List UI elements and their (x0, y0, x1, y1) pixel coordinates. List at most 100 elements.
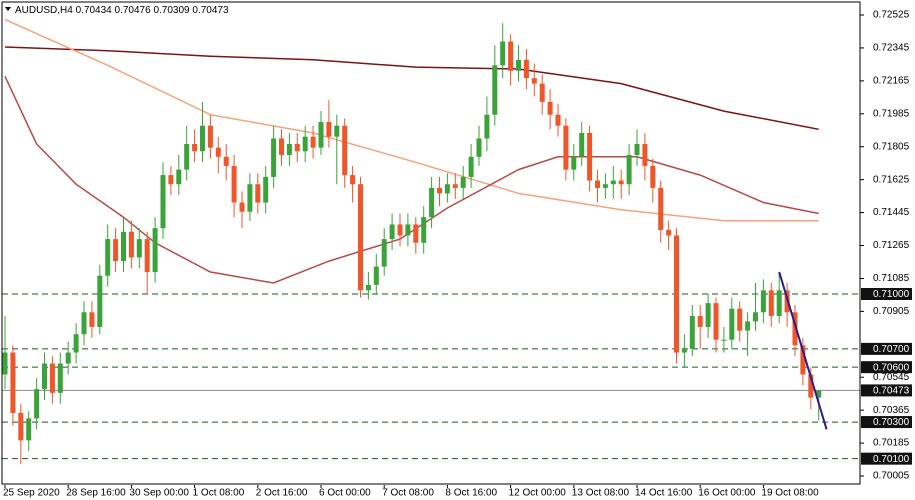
x-tick-label: 8 Oct 16:00 (445, 488, 497, 499)
candle-body (231, 165, 237, 203)
candle-body (618, 180, 624, 185)
candle-body (168, 175, 174, 185)
candle-body (310, 136, 316, 148)
candle-body (642, 143, 648, 166)
candle-body (286, 143, 292, 155)
candle-body (602, 184, 608, 188)
candle-body (444, 184, 450, 194)
candle-body (539, 83, 545, 102)
candle-body (279, 138, 284, 155)
candle-body (484, 114, 490, 139)
candle-body (460, 176, 466, 188)
x-tick-label: 30 Sep 00:00 (129, 488, 189, 499)
candle-body (721, 339, 727, 341)
candle-body (144, 239, 150, 273)
candle-body (610, 180, 616, 185)
candle-body (263, 176, 269, 203)
level-label: 0.70600 (873, 362, 910, 373)
candle-body (113, 239, 119, 262)
y-tick-label: 0.71445 (873, 207, 910, 218)
x-tick-label: 16 Oct 00:00 (698, 488, 756, 499)
candle-body (737, 308, 743, 331)
candle-body (563, 125, 569, 170)
candle-body (294, 143, 300, 152)
candle-body (729, 308, 735, 340)
candle-body (468, 156, 474, 177)
y-tick-label: 0.70185 (873, 438, 910, 449)
moving-average (4, 75, 819, 284)
y-tick-label: 0.72345 (873, 43, 910, 54)
candle-body (413, 224, 419, 243)
candle-body (176, 169, 182, 185)
y-tick-label: 0.70365 (873, 405, 910, 416)
close-value: 0.70473 (192, 5, 229, 16)
candle-body (128, 231, 134, 258)
x-tick-label: 13 Oct 08:00 (572, 488, 630, 499)
candle-body (200, 125, 205, 152)
low-value: 0.70309 (153, 5, 190, 16)
candle-body (500, 41, 506, 66)
candle-body (816, 390, 822, 398)
candle-body (302, 136, 308, 152)
candle-body (247, 184, 253, 212)
plot-area (2, 18, 860, 465)
candle-body (476, 138, 482, 157)
candle-body (184, 143, 190, 170)
menu-arrow[interactable] (5, 7, 11, 11)
candle-body (547, 101, 553, 115)
candle-body (73, 334, 79, 353)
candle-body (160, 175, 166, 229)
candle-body (18, 412, 24, 441)
plot-border (1, 1, 861, 485)
level-label: 0.71000 (873, 289, 910, 300)
x-tick-label: 28 Sep 16:00 (66, 488, 126, 499)
candle-body (650, 165, 656, 188)
y-tick-label: 0.71265 (873, 240, 910, 251)
candle-body (255, 184, 261, 203)
candle-body (42, 363, 47, 390)
y-tick-label: 0.72525 (873, 10, 910, 21)
x-tick-label: 7 Oct 08:00 (382, 488, 434, 499)
candle-body (381, 239, 387, 267)
candle-body (397, 224, 403, 236)
candle-body (342, 125, 348, 176)
open-value: 0.70434 (76, 5, 113, 16)
candle-body (595, 180, 600, 188)
candle-body (705, 303, 711, 327)
high-value: 0.70476 (115, 5, 152, 16)
candle-body (753, 312, 758, 322)
candle-body (760, 290, 766, 313)
candle-body (334, 125, 340, 137)
candle-body (452, 184, 458, 188)
candle-body (405, 224, 411, 236)
x-tick-label: 2 Oct 16:00 (256, 488, 308, 499)
candle-body (121, 231, 126, 262)
candle-body (389, 224, 395, 240)
candle-body (192, 143, 198, 152)
level-label: 0.70700 (873, 344, 910, 355)
candle-body (97, 275, 103, 327)
y-tick-label: 0.71805 (873, 141, 910, 152)
level-label-box (861, 452, 912, 465)
candle-body (523, 59, 529, 79)
candle-body (587, 133, 593, 181)
candle-body (26, 418, 32, 441)
candle-body (516, 59, 521, 71)
x-tick-label: 19 Oct 08:00 (761, 488, 819, 499)
trendline (778, 271, 828, 430)
current-price-label: 0.70473 (873, 386, 910, 397)
candle-body (239, 202, 245, 212)
x-tick-label: 6 Oct 00:00 (319, 488, 371, 499)
candle-body (207, 125, 213, 148)
candle-body (223, 156, 229, 166)
y-tick-label: 0.72165 (873, 76, 910, 87)
candle-body (10, 352, 16, 413)
candle-body (215, 147, 221, 157)
x-tick-label: 25 Sep 2020 (3, 488, 60, 499)
candle-body (634, 143, 640, 155)
candle-body (373, 266, 379, 285)
moving-average (4, 18, 819, 222)
candle-body (555, 114, 561, 126)
candle-body (81, 312, 87, 335)
candle-body (105, 239, 111, 276)
